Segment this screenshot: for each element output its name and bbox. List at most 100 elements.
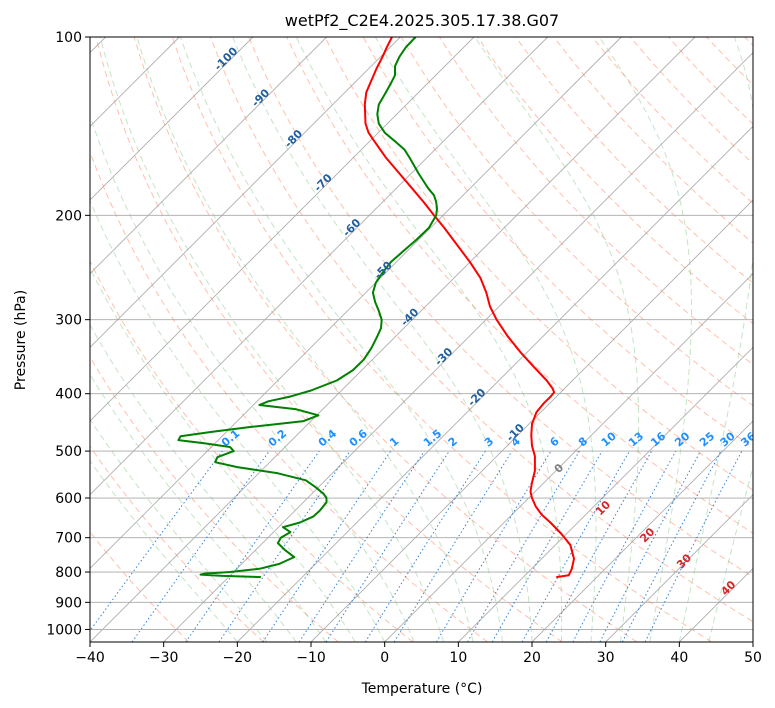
y-tick-label: 300 xyxy=(55,313,82,329)
isotherm-line xyxy=(531,420,753,642)
dry-adiabat-line xyxy=(591,37,753,204)
x-axis: −40 −30 −20 −10 0 10 20 30 40 50 xyxy=(75,642,762,666)
mixing-ratio-line xyxy=(521,450,630,642)
isotherm-line xyxy=(90,37,548,496)
mixing-ratio-label: 13 xyxy=(626,430,646,450)
dry-adiabat-label: -30 xyxy=(432,345,455,368)
dry-adiabat-line xyxy=(133,37,638,642)
dry-adiabat-label: -80 xyxy=(282,127,305,150)
temperature-profile-line xyxy=(363,37,575,579)
x-tick-label: 40 xyxy=(670,650,688,666)
x-tick-label: 10 xyxy=(449,650,467,666)
isotherm-line xyxy=(237,125,753,642)
isotherm-line xyxy=(310,199,753,642)
x-tick-label: 0 xyxy=(380,650,389,666)
dry-adiabat-label: -100 xyxy=(212,44,241,73)
isotherm-line xyxy=(163,52,753,642)
moist-adiabat-line xyxy=(90,418,268,642)
mixing-ratio-label: 0.6 xyxy=(347,427,371,450)
moist-adiabat-label: 10 xyxy=(593,498,613,518)
mixing-ratio-label: 6 xyxy=(547,434,561,449)
mixing-ratio-line xyxy=(298,450,425,642)
moist-adiabat-line xyxy=(99,37,445,642)
dry-adiabat-line xyxy=(210,37,753,623)
y-axis-title: Pressure (hPa) xyxy=(13,290,29,390)
y-tick-label: 600 xyxy=(55,491,82,507)
dry-adiabat-line xyxy=(90,150,488,642)
moist-adiabat-line xyxy=(90,373,297,642)
background-lines xyxy=(90,37,753,642)
moist-adiabat-line xyxy=(295,37,563,642)
dry-adiabat-line xyxy=(95,37,563,642)
x-tick-label: 30 xyxy=(597,650,615,666)
moist-adiabat-line xyxy=(90,114,415,642)
dry-adiabat-label: -20 xyxy=(465,386,488,409)
moist-adiabat-label: 20 xyxy=(637,525,657,545)
isotherm-line xyxy=(90,37,475,422)
isotherm-line xyxy=(384,273,753,642)
x-tick-label: −20 xyxy=(223,650,253,666)
moist-adiabat-line xyxy=(90,267,356,642)
mixing-ratio-label: 30 xyxy=(718,429,738,449)
mixing-ratio-label: 20 xyxy=(672,429,692,449)
x-tick-label: −30 xyxy=(149,650,179,666)
dry-adiabat-line xyxy=(171,37,712,642)
mixing-ratio-line xyxy=(262,450,392,642)
moist-adiabat-line xyxy=(474,37,640,642)
chart-title: wetPf2_C2E4.2025.305.17.38.G07 xyxy=(285,11,559,31)
y-tick-label: 100 xyxy=(55,30,82,46)
mixing-ratio-line xyxy=(185,450,320,642)
mixing-ratio-line xyxy=(90,450,223,632)
mixing-ratio-label: 3 xyxy=(482,435,496,450)
isotherm-line xyxy=(752,641,753,642)
dry-adiabat-label: -90 xyxy=(249,86,272,109)
y-tick-label: 400 xyxy=(55,387,82,403)
dry-adiabat-line xyxy=(744,37,753,47)
mixing-ratio-label: 0.4 xyxy=(316,427,340,450)
isotherm-line xyxy=(458,346,753,642)
moist-adiabat-label: 30 xyxy=(674,551,694,571)
moist-adiabat-line xyxy=(180,37,503,642)
dry-adiabat-line xyxy=(477,37,753,325)
isotherm-line xyxy=(90,37,696,642)
isotherm-line xyxy=(90,37,327,275)
y-tick-label: 200 xyxy=(55,208,82,224)
dry-adiabat-line xyxy=(706,37,753,86)
dry-adiabat-line xyxy=(90,356,339,642)
moist-adiabat-line xyxy=(136,37,474,642)
plot-frame xyxy=(89,36,754,643)
dewpoint-profile-line xyxy=(177,37,438,579)
mixing-ratio-line xyxy=(545,450,653,642)
moist-adiabat-line xyxy=(678,37,753,642)
isotherm-line xyxy=(90,37,622,569)
mixing-ratio-line xyxy=(467,450,580,642)
dry-adiabat-line xyxy=(90,445,264,642)
y-tick-label: 800 xyxy=(55,565,82,581)
mixing-ratio-label: 25 xyxy=(697,430,717,450)
mixing-ratio-line xyxy=(218,450,351,642)
mixing-ratio-label: 10 xyxy=(599,429,619,449)
y-tick-label: 700 xyxy=(55,531,82,547)
dry-adiabat-line xyxy=(248,37,753,578)
dry-adiabat-line xyxy=(90,259,414,642)
y-tick-label: 1000 xyxy=(46,622,82,638)
moist-adiabat-label: 0 xyxy=(552,461,567,476)
x-axis-title: Temperature (°C) xyxy=(361,681,483,697)
dry-adiabat-line xyxy=(324,37,753,491)
mixing-ratio-label: 2 xyxy=(446,435,460,450)
mixing-ratio-label: 1.5 xyxy=(421,427,444,449)
dry-adiabat-label: -10 xyxy=(504,421,527,444)
mixing-ratio-label: 8 xyxy=(576,435,590,450)
dry-adiabat-line xyxy=(515,37,753,284)
mixing-ratio-line xyxy=(131,450,270,642)
moist-adiabat-line xyxy=(90,459,238,642)
series-layer xyxy=(177,37,575,579)
dry-adiabat-line xyxy=(553,37,753,244)
mixing-ratio-line xyxy=(364,450,486,642)
mixing-ratio-line xyxy=(325,450,450,642)
dry-adiabat-line xyxy=(286,37,753,534)
y-tick-label: 500 xyxy=(55,444,82,460)
dry-adiabat-label: -40 xyxy=(398,305,421,328)
